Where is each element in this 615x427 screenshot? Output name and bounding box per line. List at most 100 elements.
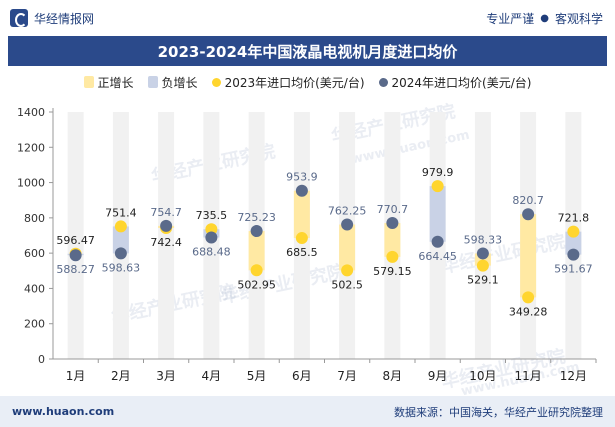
legend-dot-2024	[378, 77, 388, 87]
legend-label-2024: 2024年进口均价(美元/台)	[391, 75, 532, 90]
x-tick-label: 5月	[247, 369, 267, 383]
x-tick-label: 9月	[428, 369, 448, 383]
slogan-separator: ●	[540, 12, 549, 24]
positive-growth-bar	[384, 223, 401, 257]
brand-name: 华经情报网	[34, 11, 95, 26]
data-label-2024: 770.7	[377, 203, 409, 216]
data-label-2024: 688.48	[192, 246, 231, 259]
data-label-2023: 685.5	[286, 246, 318, 259]
data-label-2023: 529.1	[467, 274, 499, 287]
legend-item-negative: 负增长	[147, 74, 198, 91]
data-label-2024: 598.63	[102, 261, 141, 274]
y-tick-label: 0	[38, 353, 45, 366]
positive-growth-bar	[520, 214, 537, 298]
slogan-left: 专业严谨	[486, 11, 535, 26]
x-tick-label: 1月	[66, 369, 86, 383]
legend-label-positive: 正增长	[97, 75, 134, 90]
point-2023	[522, 291, 535, 304]
point-2024	[431, 235, 444, 248]
point-2024	[567, 248, 580, 261]
data-label-2023: 721.8	[558, 212, 590, 225]
y-tick-label: 600	[24, 247, 45, 260]
background-column	[158, 112, 175, 359]
background-column	[474, 112, 491, 359]
point-2024	[295, 184, 308, 197]
data-label-2024: 754.7	[150, 206, 182, 219]
y-tick-label: 400	[24, 282, 45, 295]
negative-growth-bar	[112, 226, 129, 254]
point-2023	[386, 250, 399, 263]
data-label-2023: 735.5	[196, 209, 228, 222]
data-label-2023: 502.95	[237, 278, 276, 291]
legend-item-positive: 正增长	[83, 74, 134, 91]
x-tick-label: 3月	[156, 369, 176, 383]
footer-url[interactable]: www.huaon.com	[12, 405, 115, 418]
point-2023	[476, 259, 489, 272]
y-tick-label: 800	[24, 212, 45, 225]
data-label-2024: 591.67	[554, 263, 593, 276]
data-label-2023: 579.15	[373, 265, 412, 278]
point-2024	[114, 247, 127, 260]
data-label-2024: 953.9	[286, 171, 318, 184]
x-tick-label: 11月	[514, 369, 541, 383]
data-label-2023: 502.5	[331, 278, 363, 291]
positive-growth-bar	[248, 231, 265, 271]
point-2024	[205, 231, 218, 244]
data-label-2024: 762.25	[328, 205, 367, 218]
point-2023	[295, 232, 308, 245]
legend-label-negative: 负增长	[161, 75, 198, 90]
x-tick-label: 2月	[111, 369, 131, 383]
x-tick-label: 6月	[292, 369, 312, 383]
data-label-2023: 979.9	[422, 166, 454, 179]
point-2024	[341, 218, 354, 231]
brand-logo-icon	[10, 9, 28, 27]
footer-source: 数据来源：中国海关，华经产业研究院整理	[394, 405, 603, 419]
chart-canvas: 596.47 588.27 751.4 598.63 742.4 754.7 735.5 68…	[17, 106, 597, 383]
point-2023	[205, 223, 218, 236]
point-2023	[431, 180, 444, 193]
x-tick-label: 4月	[202, 369, 222, 383]
chart-legend: 正增长 负增长 2023年进口均价(美元/台) 2024年进口均价(美元/台)	[0, 71, 615, 93]
positive-growth-bar	[293, 190, 310, 239]
x-tick-label: 8月	[383, 369, 403, 383]
point-2024	[160, 219, 173, 232]
legend-label-2023: 2023年进口均价(美元/台)	[224, 75, 365, 90]
point-2023	[250, 264, 263, 277]
point-2024	[522, 208, 535, 221]
x-tick-label: 12月	[560, 369, 587, 383]
brand[interactable]: 华经情报网	[10, 9, 94, 27]
point-2024	[476, 247, 489, 260]
data-label-2024: 664.45	[418, 250, 457, 263]
legend-swatch-negative	[147, 76, 158, 88]
data-label-2023: 349.28	[509, 305, 548, 318]
positive-growth-bar	[339, 224, 356, 271]
x-tick-label: 7月	[337, 369, 357, 383]
legend-item-2024: 2024年进口均价(美元/台)	[378, 74, 532, 91]
point-2023	[114, 220, 127, 233]
legend-swatch-positive	[83, 76, 94, 88]
data-label-2024: 725.23	[237, 211, 276, 224]
chart-title: 2023-2024年中国液晶电视机月度进口均价	[8, 36, 607, 66]
slogan-right: 客观科学	[554, 11, 603, 26]
data-label-2023: 742.4	[150, 236, 182, 249]
y-tick-label: 1200	[17, 141, 45, 154]
point-2023	[341, 264, 354, 277]
data-label-2024: 598.33	[464, 233, 503, 246]
slogan: 专业严谨 ● 客观科学	[486, 10, 603, 27]
data-label-2024: 820.7	[512, 194, 544, 207]
footer: www.huaon.com 数据来源：中国海关，华经产业研究院整理	[0, 396, 615, 427]
top-bar: 华经情报网 专业严谨 ● 客观科学	[0, 0, 615, 36]
point-2023	[567, 225, 580, 238]
background-column	[67, 112, 84, 359]
legend-dot-2023	[211, 77, 221, 87]
data-label-2023: 596.47	[56, 234, 95, 247]
negative-growth-bar	[429, 186, 446, 242]
negative-growth-bar	[565, 231, 582, 255]
y-tick-label: 200	[24, 318, 45, 331]
x-tick-label: 10月	[469, 369, 496, 383]
data-label-2024: 588.27	[56, 263, 95, 276]
point-2024	[69, 249, 82, 262]
data-label-2023: 751.4	[105, 206, 137, 219]
point-2024	[386, 217, 399, 230]
y-tick-label: 1400	[17, 106, 45, 119]
